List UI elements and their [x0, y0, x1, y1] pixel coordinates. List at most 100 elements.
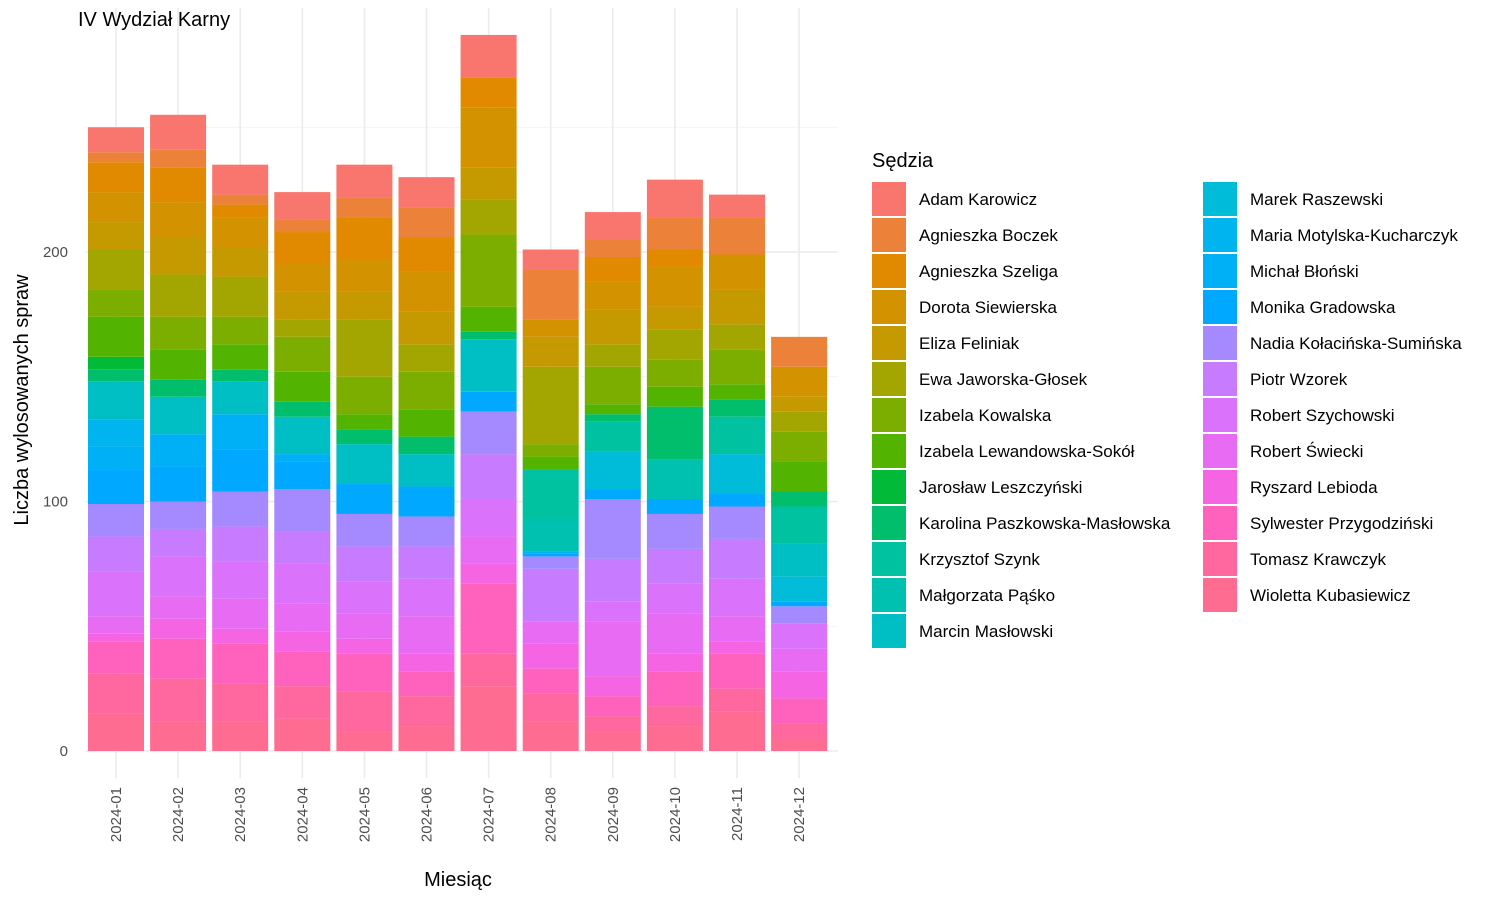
bar-segment — [212, 643, 269, 684]
legend-key — [1203, 254, 1237, 288]
bar-segment — [771, 491, 828, 507]
bar-segment — [336, 376, 393, 415]
bar-segment — [646, 217, 703, 250]
bar-segment — [336, 484, 393, 514]
bar-segment — [646, 306, 703, 330]
bar-segment — [212, 414, 269, 450]
bar-segment — [522, 668, 579, 694]
bar-segment — [398, 454, 455, 487]
legend-label: Michał Błoński — [1250, 262, 1359, 281]
bar-segment — [212, 344, 269, 370]
bar-segment — [398, 207, 455, 238]
legend-label: Wioletta Kubasiewicz — [1250, 586, 1411, 605]
bar-segment — [646, 613, 703, 654]
x-tick-label: 2024-04 — [294, 787, 311, 842]
bar-segment — [584, 404, 641, 415]
bar-segment — [88, 162, 144, 193]
bar-segment — [522, 568, 579, 622]
bar-segment — [709, 688, 765, 712]
bar-segment — [212, 204, 269, 218]
legend-key — [872, 290, 906, 324]
bar-segment — [336, 414, 393, 430]
bar-segment — [212, 316, 269, 345]
legend-label: Marcin Masłowski — [919, 622, 1053, 641]
legend-label: Monika Gradowska — [1250, 298, 1396, 317]
bar-segment — [88, 316, 144, 357]
bar-segment — [646, 513, 703, 549]
bar-segment — [584, 558, 641, 602]
bar-segment — [212, 598, 269, 629]
bar-segment — [150, 434, 207, 467]
bar-segment — [709, 349, 765, 385]
bar-segment — [522, 469, 579, 519]
x-tick-label: 2024-03 — [232, 787, 249, 842]
legend-key — [872, 434, 906, 468]
bar-segment — [646, 179, 703, 218]
x-tick-label: 2024-01 — [108, 787, 125, 842]
legend-label: Agnieszka Boczek — [919, 226, 1058, 245]
bar-segment — [274, 454, 331, 462]
bar-segment — [336, 613, 393, 639]
bar-segment — [336, 444, 393, 485]
bar-segment — [150, 237, 207, 275]
bar-segment — [584, 366, 641, 405]
bar-segment — [771, 623, 828, 649]
x-axis-ticks: 2024-01 2024-02 2024-03 2024-04 2024-05 2024-… — [108, 787, 808, 842]
bars — [88, 34, 828, 751]
bar-segment — [584, 716, 641, 732]
bar-segment — [398, 371, 455, 410]
bar-segment — [398, 546, 455, 579]
bar-segment — [709, 217, 765, 255]
bar-segment — [150, 528, 207, 557]
bar-segment — [709, 384, 765, 400]
bar-segment — [771, 738, 828, 751]
bar-segment — [398, 237, 455, 272]
bar-segment — [709, 324, 765, 350]
bar-segment — [522, 319, 579, 337]
bar-segment — [522, 444, 579, 457]
bar-segment — [212, 721, 269, 751]
bar-segment — [88, 446, 144, 470]
legend-key — [1203, 470, 1237, 504]
x-tick-label: 2024-02 — [170, 787, 187, 842]
legend-key — [1203, 362, 1237, 396]
bar-segment — [88, 641, 144, 674]
bar-segment — [150, 618, 207, 639]
bar-segment — [88, 419, 144, 447]
bar-segment — [460, 411, 517, 455]
bar-segment — [274, 563, 331, 604]
bar-segment — [150, 149, 207, 168]
bar-segment — [150, 466, 207, 502]
bar-segment — [646, 459, 703, 500]
legend-label: Krzysztof Szynk — [919, 550, 1040, 569]
legend-key — [1203, 182, 1237, 216]
bar-segment — [460, 107, 517, 168]
bar-segment — [646, 359, 703, 387]
bar-segment — [150, 167, 207, 203]
bar-segment — [646, 329, 703, 360]
bar-segment — [150, 638, 207, 679]
bar-segment — [274, 686, 331, 719]
x-tick-label: 2024-08 — [543, 787, 560, 842]
bar-segment — [336, 291, 393, 320]
bar-segment — [771, 506, 828, 544]
legend-key — [872, 326, 906, 360]
bar-segment — [88, 503, 144, 537]
bar-segment — [709, 653, 765, 689]
bar-segment — [212, 449, 269, 492]
bar-segment — [336, 217, 393, 260]
bar-segment — [522, 643, 579, 669]
bar-segment — [398, 344, 455, 372]
legend-key — [1203, 506, 1237, 540]
bar-segment — [88, 633, 144, 642]
legend-key — [872, 470, 906, 504]
y-axis-title: Liczba wylosowanych spraw — [11, 274, 33, 526]
bar-segment — [88, 356, 144, 370]
bar-segment — [460, 454, 517, 500]
x-tick-label: 2024-06 — [419, 787, 436, 842]
bar-segment — [212, 561, 269, 599]
legend: Sędzia Adam Karowicz Agnieszka Boczek Agni… — [872, 150, 1462, 648]
bar-segment — [274, 416, 331, 455]
